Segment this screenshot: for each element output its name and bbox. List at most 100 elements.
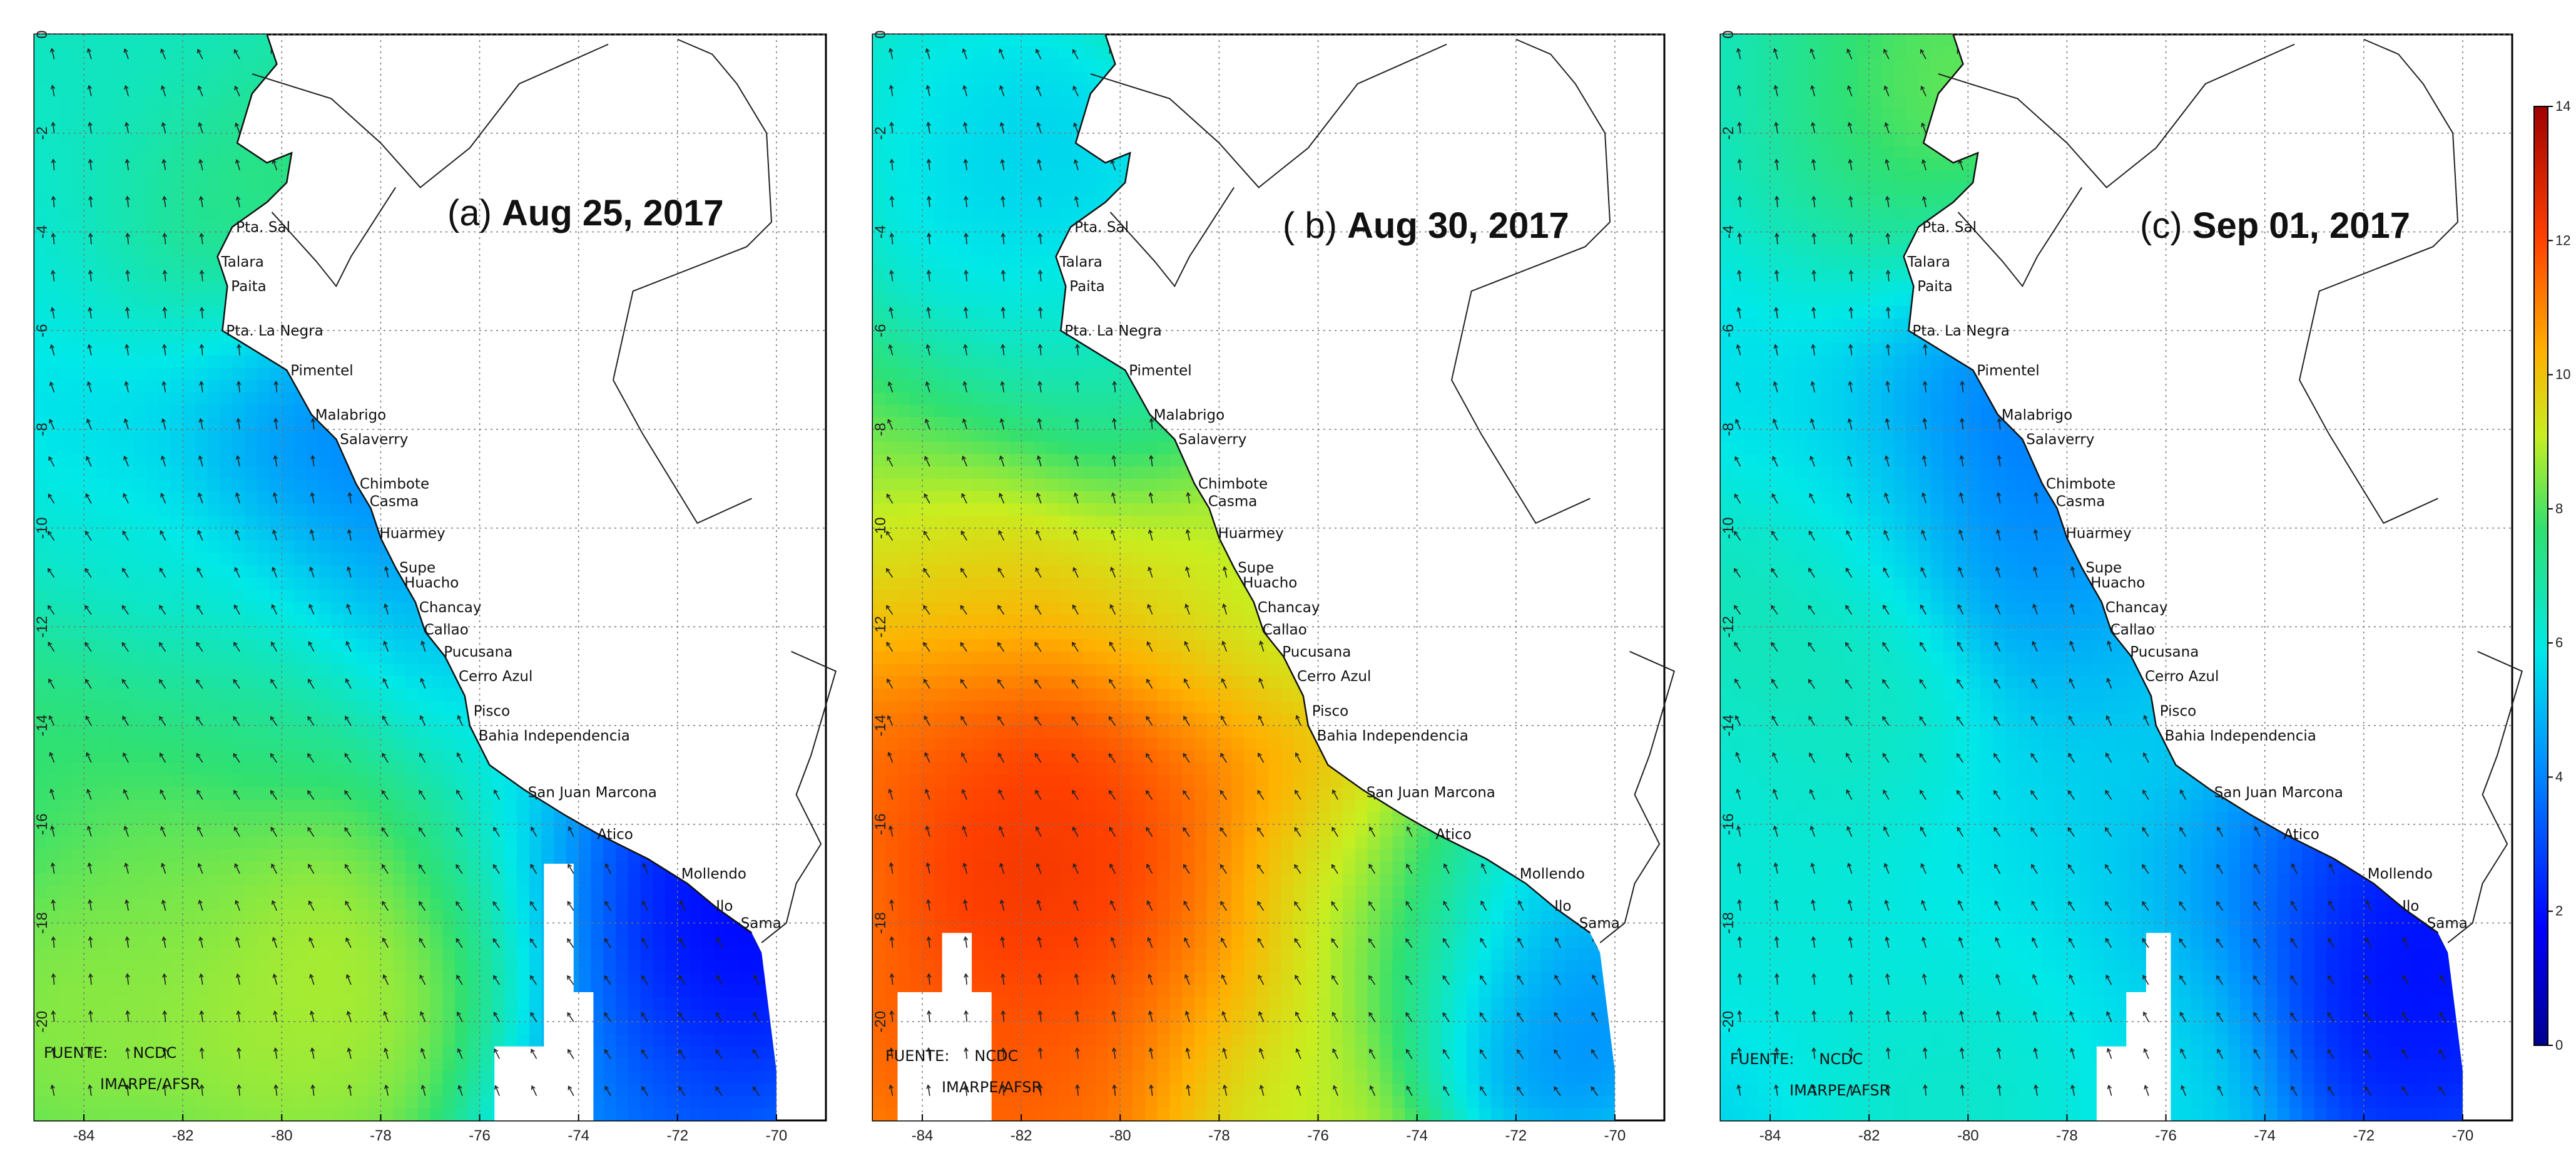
wind-vector (51, 936, 56, 948)
wind-vector (887, 456, 893, 467)
wind-vector (926, 269, 932, 282)
wind-vector (1883, 530, 1890, 541)
wind-vector (999, 455, 1005, 467)
wind-vector (1037, 936, 1042, 948)
wind-vector (1734, 531, 1741, 541)
wind-vector (887, 752, 893, 763)
wind-vector (2070, 566, 2075, 578)
lat-tick-label: -2 (34, 126, 51, 140)
wind-vector (887, 381, 893, 393)
wind-vector (1148, 1010, 1153, 1022)
wind-vector (2254, 826, 2261, 837)
wind-vector (963, 344, 968, 356)
wind-vector (1149, 454, 1154, 467)
wind-vector (1772, 456, 1778, 467)
wind-vector (678, 1012, 686, 1022)
wind-vector (1184, 973, 1190, 985)
wind-vector (1554, 1086, 1561, 1097)
wind-vector (998, 530, 1005, 541)
wind-vector (199, 381, 204, 392)
wind-vector (1737, 899, 1742, 911)
wind-vector (997, 715, 1005, 726)
wind-vector (1148, 491, 1154, 504)
wind-vector (1442, 1012, 1450, 1022)
wind-vector (1149, 418, 1154, 429)
wind-vector (381, 827, 389, 837)
wind-vector (2143, 1048, 2149, 1059)
place-label: Huarmey (1218, 526, 1284, 542)
wind-vector (1036, 899, 1042, 911)
wind-vector (420, 1047, 426, 1059)
wind-vector (162, 195, 167, 208)
wind-vector (1111, 1010, 1116, 1022)
place-label: Chancay (419, 600, 482, 616)
wind-vector (1883, 567, 1890, 578)
wind-vector (1185, 566, 1190, 578)
wind-vector (1734, 605, 1741, 615)
wind-vector (123, 48, 129, 59)
wind-vector (1957, 641, 1964, 652)
wind-vector (51, 1010, 56, 1022)
wind-vector (50, 85, 56, 96)
wind-vector (886, 531, 893, 541)
wind-vector (1808, 642, 1815, 652)
wind-vector (1000, 973, 1005, 985)
wind-vector (49, 381, 55, 393)
wind-vector (1112, 418, 1117, 429)
wind-vector (923, 568, 930, 578)
wind-vector (1885, 381, 1890, 392)
wind-vector (347, 1084, 352, 1096)
wind-vector (1993, 826, 2001, 837)
wind-vector (927, 232, 932, 245)
wind-vector (962, 418, 967, 430)
wind-vector (1406, 1048, 1413, 1059)
wind-vector (1811, 1084, 1816, 1096)
lat-tick-label: -16 (872, 813, 889, 835)
wind-vector (1000, 1010, 1006, 1022)
wind-vector (2031, 678, 2038, 689)
wind-vector (125, 1047, 130, 1059)
wind-vector (961, 752, 967, 763)
wind-vector (1258, 715, 1265, 726)
wind-vector (87, 344, 92, 356)
wind-vector (382, 752, 389, 763)
wind-vector (1110, 566, 1116, 578)
wind-vector (1773, 344, 1778, 356)
place-label: Supe (399, 560, 435, 576)
wind-vector (1036, 492, 1042, 504)
wind-vector (2291, 863, 2298, 874)
wind-vector (1405, 901, 1413, 911)
wind-vector (926, 1084, 931, 1096)
wind-vector (161, 381, 166, 392)
wind-vector (1737, 269, 1742, 282)
wind-vector (1074, 381, 1080, 392)
wind-vector (50, 825, 55, 837)
wind-vector (1810, 862, 1815, 874)
wind-vector (494, 1085, 500, 1096)
wind-vector (567, 975, 574, 985)
wind-vector (384, 1047, 389, 1059)
wind-vector (1920, 85, 1927, 96)
wind-vector (1808, 715, 1815, 726)
wind-vector (888, 1084, 893, 1096)
wind-vector (310, 1010, 315, 1022)
wind-vector (381, 864, 389, 874)
wind-vector (1109, 899, 1116, 911)
wind-vector (493, 826, 500, 837)
wind-vector (1845, 567, 1853, 578)
wind-vector (1809, 752, 1815, 763)
wind-vector (999, 418, 1005, 430)
wind-vector (1808, 679, 1815, 689)
wind-vector (925, 862, 930, 874)
wind-vector (1848, 344, 1853, 356)
wind-vector (84, 642, 92, 652)
wind-vector (197, 863, 203, 874)
wind-vector (1736, 48, 1741, 59)
wind-vector (1773, 789, 1778, 800)
wind-vector (1885, 1047, 1891, 1059)
wind-vector (345, 973, 352, 985)
wind-vector (236, 418, 241, 430)
wind-vector (1810, 85, 1815, 96)
wind-vector (888, 862, 894, 874)
